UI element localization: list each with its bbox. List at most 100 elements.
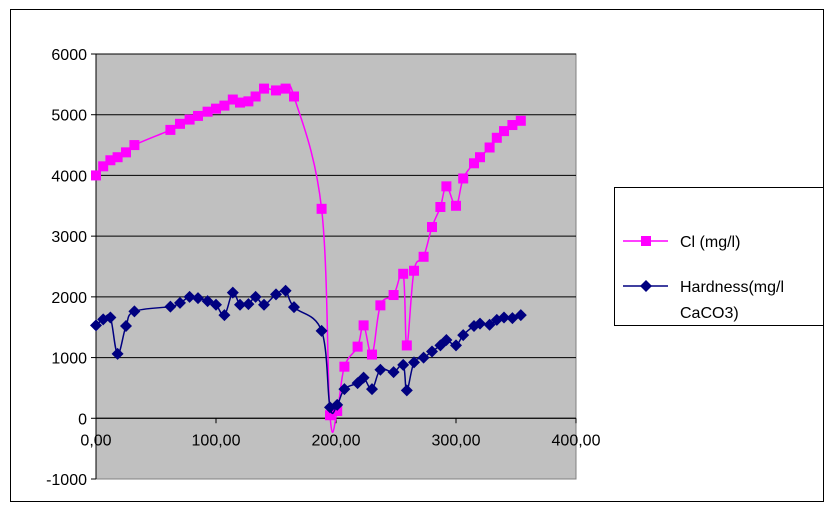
data-point-cl — [175, 118, 185, 129]
data-point-cl — [375, 300, 386, 311]
data-point-cl — [475, 152, 485, 163]
data-point-cl — [184, 114, 195, 125]
data-point-cl — [243, 96, 254, 107]
data-point-cl — [129, 140, 140, 151]
legend-label-hardness-line1: Hardness(mg/l — [680, 279, 784, 296]
data-point-hardness — [242, 298, 255, 311]
legend-marker-cl — [641, 236, 651, 246]
data-point-cl — [193, 110, 203, 121]
data-point-cl — [202, 106, 213, 117]
data-point-cl — [105, 155, 116, 166]
series-layer — [90, 83, 527, 434]
data-point-cl — [458, 173, 469, 184]
data-point-cl — [352, 341, 363, 352]
data-point-hardness — [174, 296, 186, 309]
x-tick-labels: 0,00 100,00 200,00 300,00 400,00 — [80, 432, 600, 449]
data-point-cl — [98, 161, 109, 172]
data-point-hardness — [279, 284, 292, 297]
data-point-cl — [280, 83, 291, 94]
data-point-cl — [484, 142, 495, 153]
y-tick-label: 6000 — [51, 47, 87, 64]
data-point-cl — [250, 91, 261, 102]
data-point-hardness — [331, 398, 344, 411]
x-tick-label: 0,00 — [80, 432, 111, 449]
y-tick-label: 5000 — [51, 108, 87, 125]
data-point-hardness — [387, 366, 400, 379]
data-point-hardness — [201, 295, 214, 308]
data-point-cl — [91, 170, 101, 181]
data-point-hardness — [450, 339, 462, 352]
data-point-cl — [316, 203, 327, 214]
data-point-cl — [441, 181, 452, 192]
data-point-hardness — [483, 318, 496, 331]
data-point-cl — [271, 85, 281, 96]
data-point-cl — [211, 103, 221, 114]
data-point-cl — [325, 410, 335, 421]
data-point-hardness — [315, 324, 328, 337]
data-point-hardness — [400, 384, 413, 397]
data-point-hardness — [226, 286, 239, 299]
data-point-hardness — [192, 292, 204, 305]
legend-marker-hardness — [640, 280, 652, 292]
y-tick-label: 4000 — [51, 168, 87, 185]
data-point-cl — [469, 158, 479, 169]
data-point-cl — [235, 97, 245, 108]
data-point-cl — [409, 265, 419, 276]
data-point-cl — [367, 349, 377, 360]
legend-box — [614, 187, 824, 326]
legend: Cl (mg/l) Hardness(mg/l CaCO3) — [614, 187, 824, 326]
data-point-hardness — [474, 317, 486, 330]
data-point-hardness — [258, 298, 270, 311]
data-point-cl — [515, 115, 526, 126]
data-point-cl — [332, 406, 343, 416]
data-point-hardness — [498, 311, 510, 324]
data-point-hardness — [183, 290, 196, 303]
data-point-hardness — [120, 320, 132, 332]
data-point-cl — [358, 320, 369, 331]
x-tick-label: 200,00 — [312, 432, 361, 449]
data-point-cl — [227, 94, 238, 105]
series-line-hardness — [95, 289, 522, 415]
x-tick-label: 400,00 — [552, 432, 601, 449]
data-point-cl — [121, 147, 131, 158]
data-point-hardness — [111, 347, 124, 360]
data-point-cl — [165, 124, 176, 135]
data-point-cl — [401, 340, 412, 351]
data-point-hardness — [417, 351, 430, 364]
legend-label-hardness-line2: CaCO3) — [680, 305, 739, 322]
data-point-cl — [418, 251, 429, 262]
data-point-hardness — [408, 356, 420, 369]
data-point-cl — [398, 268, 409, 279]
data-point-cl — [499, 126, 509, 137]
data-point-cl — [435, 202, 446, 212]
data-point-hardness — [210, 298, 222, 311]
legend-label-cl: Cl (mg/l) — [680, 234, 740, 251]
data-point-cl — [491, 132, 502, 143]
data-point-hardness — [90, 319, 102, 332]
y-tick-label: 0 — [78, 411, 87, 428]
data-point-cl — [112, 152, 123, 163]
data-point-cl — [219, 100, 230, 111]
data-point-hardness — [440, 333, 453, 346]
data-point-hardness — [426, 345, 438, 358]
data-point-cl — [289, 91, 299, 102]
data-point-hardness — [249, 290, 262, 303]
y-tick-label: 1000 — [51, 351, 87, 368]
data-point-hardness — [397, 358, 410, 371]
data-point-hardness — [366, 383, 378, 396]
y-tick-label: 3000 — [51, 229, 87, 246]
data-point-cl — [388, 290, 399, 301]
data-point-hardness — [457, 329, 470, 342]
y-tick-labels: -1000 0 1000 2000 3000 4000 5000 6000 — [46, 47, 87, 489]
data-point-cl — [451, 200, 461, 211]
data-point-cl — [259, 83, 269, 94]
data-point-hardness — [218, 309, 231, 322]
data-point-cl — [427, 222, 437, 233]
data-point-hardness — [514, 309, 527, 322]
gridlines — [96, 53, 576, 419]
data-point-hardness — [270, 288, 282, 301]
data-point-hardness — [128, 305, 141, 318]
data-point-hardness — [104, 311, 117, 324]
